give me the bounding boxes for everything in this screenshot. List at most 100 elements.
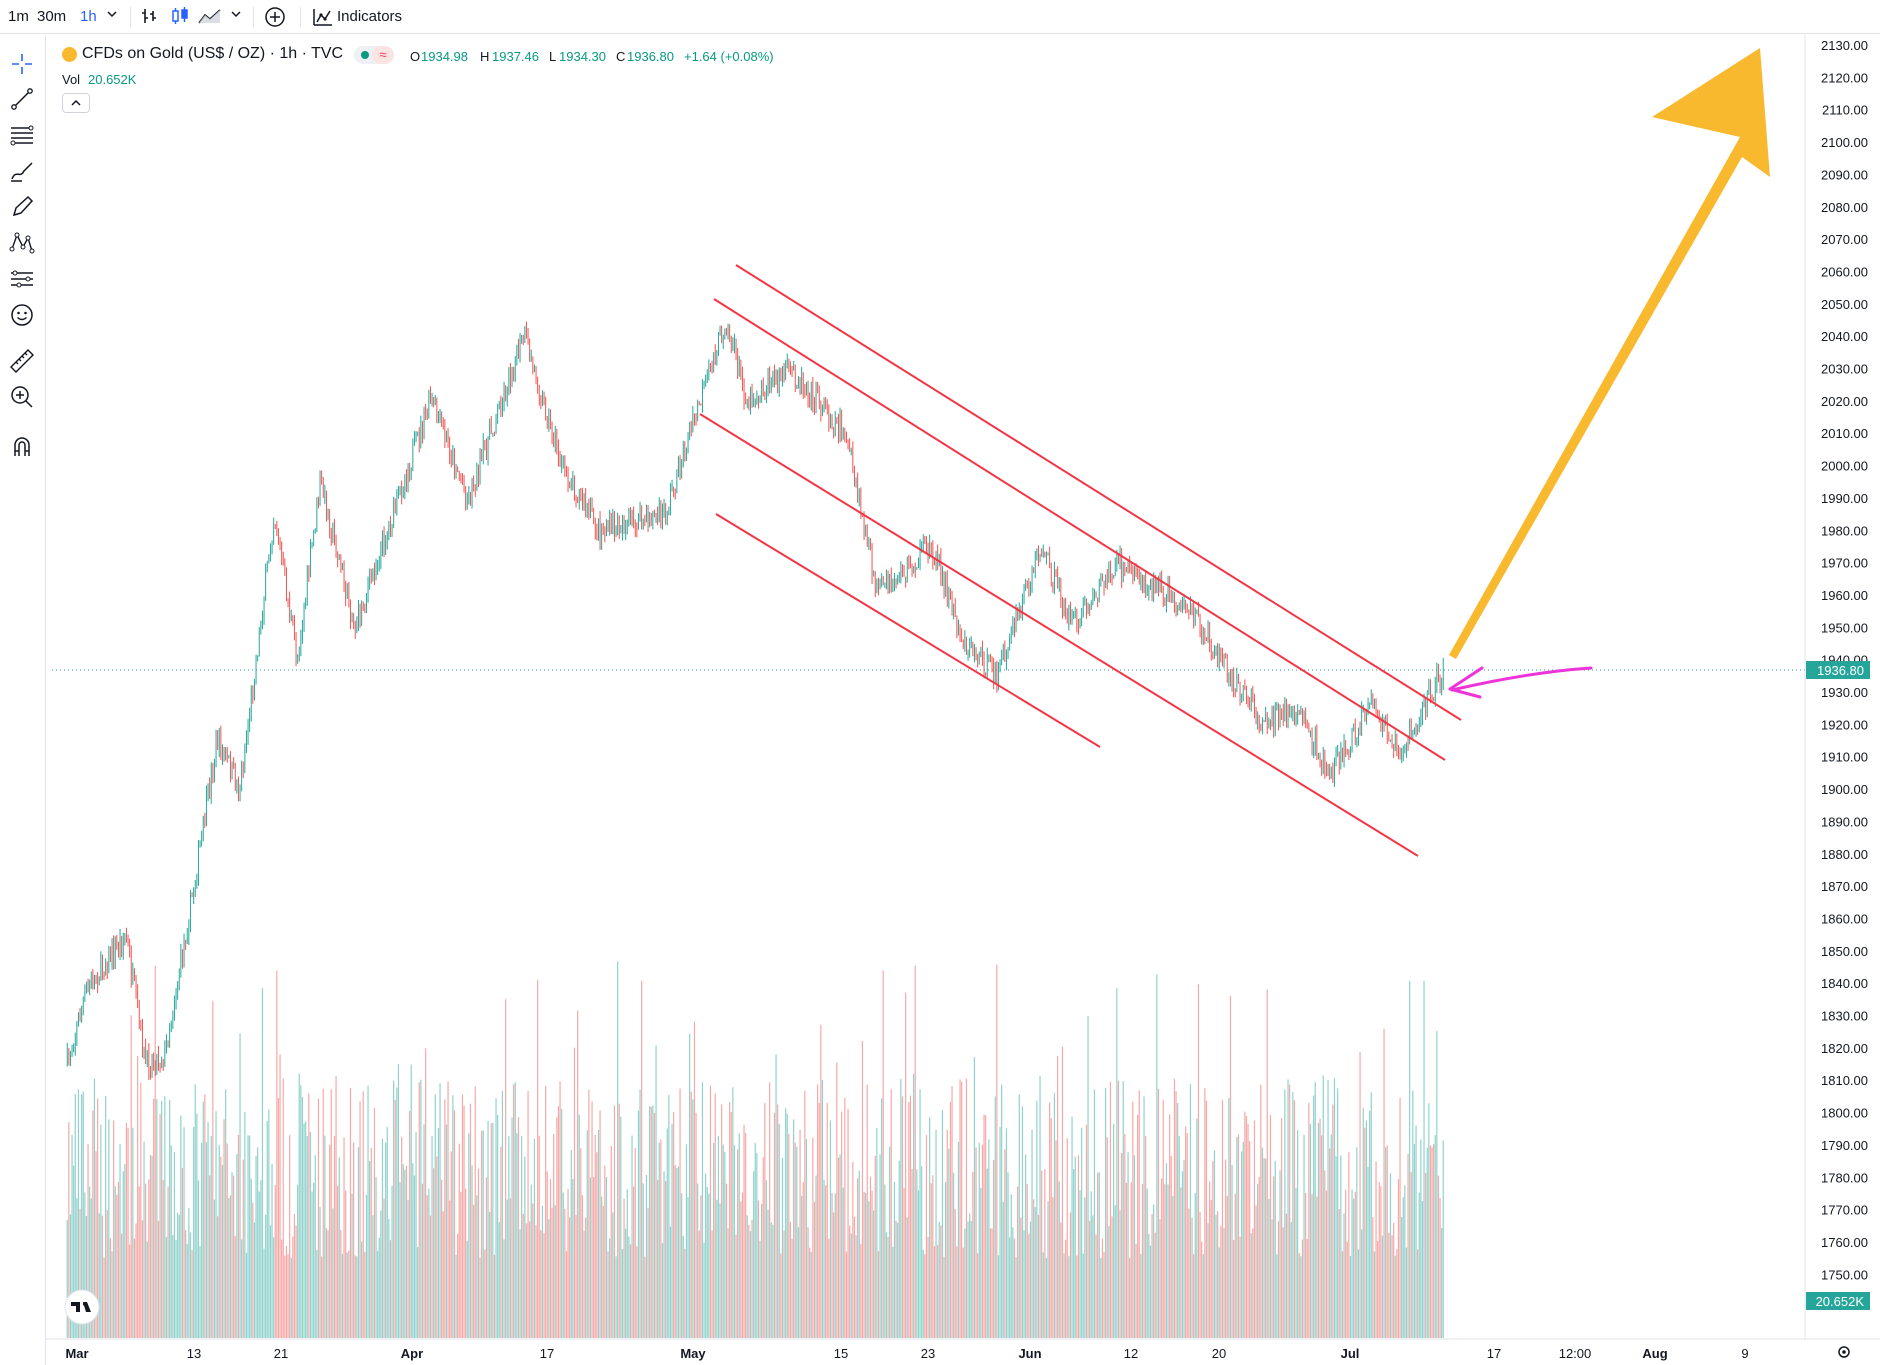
fib-retracement-tool-icon[interactable] [8, 121, 36, 149]
candlestick-series [66, 321, 1444, 1081]
change-value: +1.64 (+0.08%) [684, 49, 774, 64]
chart-style-dropdown-chevron-icon[interactable] [230, 8, 242, 32]
time-tick-label: 9 [1741, 1346, 1748, 1361]
channel-line-upper[interactable] [735, 264, 1462, 721]
price-tick-label: 1760.00 [1821, 1235, 1868, 1250]
time-tick-label: 23 [921, 1346, 935, 1361]
channel-line-middle[interactable] [713, 298, 1446, 761]
price-tick-label: 1910.00 [1821, 750, 1868, 765]
last-price-tag: 1936.80 [1806, 661, 1870, 679]
price-tick-label: 2050.00 [1821, 297, 1868, 312]
price-tick-label: 2000.00 [1821, 459, 1868, 474]
price-tick-label: 2120.00 [1821, 70, 1868, 85]
time-tick-label: Aug [1642, 1346, 1667, 1361]
close-label: C [616, 49, 626, 64]
time-tick-label: May [680, 1346, 706, 1361]
interval-dropdown-chevron-icon[interactable] [106, 8, 118, 32]
price-tick-label: 1900.00 [1821, 782, 1868, 797]
price-tick-label: 1970.00 [1821, 556, 1868, 571]
top-toolbar: 1m 30m 1h Indicators [0, 0, 1880, 34]
price-tick-label: 2070.00 [1821, 232, 1868, 247]
big-up-arrow[interactable] [1449, 48, 1770, 659]
indicators-icon[interactable] [312, 6, 334, 30]
price-tick-label: 1770.00 [1821, 1203, 1868, 1218]
time-tick-label: 12 [1124, 1346, 1138, 1361]
price-tick-label: 2130.00 [1821, 38, 1868, 53]
pink-arrow[interactable] [1450, 666, 1593, 692]
price-tick-label: 1930.00 [1821, 685, 1868, 700]
time-tick-label: 21 [274, 1346, 288, 1361]
price-tick-label: 1850.00 [1821, 944, 1868, 959]
magnet-icon[interactable] [8, 433, 36, 461]
price-tick-label: 1960.00 [1821, 588, 1868, 603]
trend-line-tool-icon[interactable] [8, 85, 36, 113]
close-value: 1936.80 [627, 49, 674, 64]
symbol-title[interactable]: CFDs on Gold (US$ / OZ) · 1h · TVC [82, 45, 344, 62]
price-tick-label: 1880.00 [1821, 847, 1868, 862]
channel-line-lower[interactable] [699, 413, 1419, 857]
price-tick-label: 2030.00 [1821, 362, 1868, 377]
legend-collapse-button[interactable] [62, 93, 90, 113]
price-tick-label: 1820.00 [1821, 1041, 1868, 1056]
symbol-logo-icon [62, 47, 77, 62]
market-open-dot [361, 51, 369, 59]
time-tick-label: 12:00 [1559, 1346, 1592, 1361]
emoji-icon[interactable] [8, 301, 36, 329]
price-tick-label: 1950.00 [1821, 620, 1868, 635]
area-chart-style-icon[interactable] [198, 6, 222, 30]
price-tick-label: 1780.00 [1821, 1170, 1868, 1185]
price-tick-label: 1980.00 [1821, 523, 1868, 538]
last-price-tag-text: 1936.80 [1817, 663, 1864, 678]
drawings[interactable] [699, 48, 1770, 857]
interval-1m[interactable]: 1m [8, 8, 29, 25]
crosshair-cursor-icon[interactable] [8, 50, 36, 78]
price-tick-label: 1870.00 [1821, 879, 1868, 894]
price-tick-label: 2100.00 [1821, 135, 1868, 150]
price-tick-label: 1920.00 [1821, 717, 1868, 732]
compare-add-symbol-icon[interactable] [264, 6, 286, 30]
price-tick-label: 2090.00 [1821, 167, 1868, 182]
open-label: O [410, 49, 421, 64]
bar-chart-style-icon[interactable] [140, 6, 160, 30]
low-value: 1934.30 [559, 49, 606, 64]
brush-tool-icon[interactable] [8, 157, 36, 185]
price-axis[interactable]: 2130.00 2120.00 2110.00 2100.00 2090.00 2080.… [1821, 38, 1868, 1282]
price-tick-label: 2020.00 [1821, 394, 1868, 409]
volume-label[interactable]: Vol [62, 72, 81, 87]
candles-chart-style-icon[interactable] [170, 6, 190, 30]
chart-settings-gear-icon[interactable] [1838, 1346, 1850, 1358]
open-value: 1934.98 [421, 49, 468, 64]
price-tick-label: 2080.00 [1821, 200, 1868, 215]
channel-line-bottom[interactable] [715, 513, 1101, 748]
price-tick-label: 1840.00 [1821, 976, 1868, 991]
patterns-tool-icon[interactable] [8, 229, 36, 257]
tradingview-logo[interactable] [64, 1289, 100, 1325]
zoom-in-icon[interactable] [8, 383, 36, 411]
price-tick-label: 2060.00 [1821, 264, 1868, 279]
price-tick-label: 1860.00 [1821, 911, 1868, 926]
price-tick-label: 2110.00 [1822, 103, 1868, 118]
time-tick-label: 17 [1487, 1346, 1501, 1361]
approx-icon: ≈ [372, 46, 394, 64]
volume-value: 20.652K [88, 72, 137, 87]
price-tick-label: 1830.00 [1821, 1009, 1868, 1024]
price-tick-label: 1810.00 [1821, 1073, 1868, 1088]
interval-1h[interactable]: 1h [80, 8, 97, 25]
pink-arrow-head [1448, 666, 1484, 699]
volume-bars [66, 961, 1444, 1338]
volume-tag: 20.652K [1806, 1292, 1870, 1310]
price-tick-label: 1750.00 [1821, 1267, 1868, 1282]
time-tick-label: 17 [540, 1346, 554, 1361]
low-label: L [549, 49, 557, 64]
time-tick-label: Jun [1018, 1346, 1041, 1361]
high-label: H [480, 49, 490, 64]
ruler-measure-icon[interactable] [8, 347, 36, 375]
forecasting-tool-icon[interactable] [8, 265, 36, 293]
time-axis[interactable]: Mar 13 21 Apr 17 May 15 23 Jun 12 20 Jul 17 12:00 Aug 9 [65, 1346, 1748, 1361]
chevron-up-icon [71, 99, 81, 106]
interval-30m[interactable]: 30m [37, 8, 67, 25]
indicators-button[interactable]: Indicators [337, 8, 403, 25]
pen-tool-icon[interactable] [8, 193, 36, 221]
time-tick-label: 15 [834, 1346, 848, 1361]
